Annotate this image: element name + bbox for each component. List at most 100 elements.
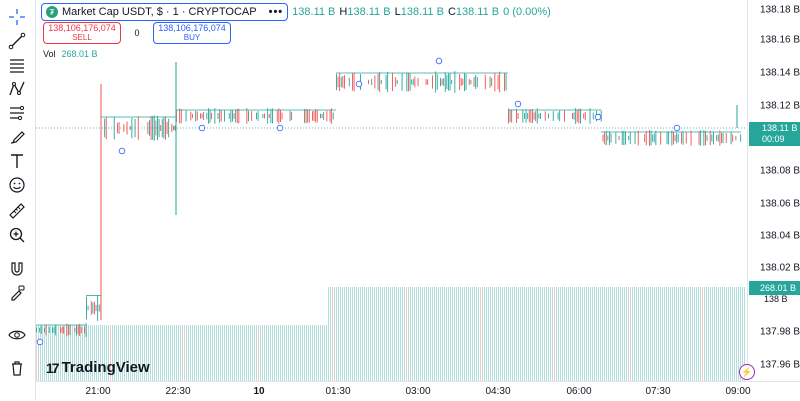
text-icon[interactable] xyxy=(5,150,29,172)
candle xyxy=(676,132,678,144)
candle xyxy=(548,113,549,119)
chart-pane[interactable] xyxy=(36,0,747,381)
trash-icon[interactable] xyxy=(5,357,29,379)
trend-line-icon[interactable] xyxy=(5,30,29,52)
volume-bar xyxy=(224,325,225,381)
candle xyxy=(610,133,612,143)
brush-icon[interactable] xyxy=(5,126,29,148)
spread-value: 0 xyxy=(134,28,140,38)
candle xyxy=(232,110,233,122)
symbol-selector[interactable]: ₮ Market Cap USDT, $ · 1 · CRYPTOCAP ••• xyxy=(41,3,289,21)
candle xyxy=(673,131,674,145)
candle xyxy=(61,327,63,333)
volume-bar xyxy=(606,287,607,381)
volume-bar xyxy=(516,287,517,381)
emoji-icon[interactable] xyxy=(5,174,29,196)
candle xyxy=(552,111,554,121)
volume-bar xyxy=(656,287,657,381)
candle xyxy=(713,131,714,145)
eye-icon[interactable] xyxy=(5,324,29,346)
candle xyxy=(117,122,118,134)
candle xyxy=(214,108,216,124)
sell-button[interactable]: 138,106,176,074 SELL xyxy=(43,22,121,44)
volume-bar xyxy=(208,325,209,381)
volume-bar xyxy=(564,287,565,381)
event-marker xyxy=(355,80,363,88)
volume-bar xyxy=(442,287,443,381)
volume-bar xyxy=(312,325,313,381)
ohlc-low: L138.11 B xyxy=(394,6,444,18)
candle xyxy=(484,74,486,90)
candle xyxy=(336,73,337,91)
volume-bar xyxy=(138,325,139,381)
candle xyxy=(432,75,433,89)
lock-drawing-icon[interactable] xyxy=(5,282,29,304)
time-axis[interactable]: 21:00 22:30 10 01:30 03:00 04:30 06:00 07:30 09:… xyxy=(36,381,800,401)
magnet-icon[interactable] xyxy=(5,258,29,280)
candle xyxy=(607,135,609,141)
tradingview-mark-icon: 17 xyxy=(46,359,60,376)
volume-bar xyxy=(626,287,627,381)
volume-bar xyxy=(576,287,577,381)
candle xyxy=(342,76,344,89)
candle xyxy=(411,79,413,85)
forecast-icon[interactable] xyxy=(5,102,29,124)
candle xyxy=(572,112,573,119)
chart-canvas[interactable] xyxy=(36,0,747,381)
volume-bar xyxy=(470,287,471,381)
candle xyxy=(618,135,620,141)
volume-bar xyxy=(586,287,587,381)
volume-bar xyxy=(168,325,169,381)
candle xyxy=(219,109,221,123)
volume-bar xyxy=(608,287,609,381)
candle xyxy=(644,134,646,143)
volume-bar xyxy=(724,287,725,381)
candle xyxy=(660,131,662,145)
volume-bar xyxy=(528,287,529,381)
candle xyxy=(331,108,333,124)
volume-bar xyxy=(48,325,49,381)
volume-bar xyxy=(644,287,645,381)
volume-bar xyxy=(594,287,595,381)
candle xyxy=(517,113,519,119)
volume-bar xyxy=(152,325,153,381)
candle xyxy=(559,110,561,122)
more-options-icon[interactable]: ••• xyxy=(268,6,284,18)
volume-bar xyxy=(540,287,541,381)
volume-bar xyxy=(154,325,155,381)
candle xyxy=(305,108,307,124)
buy-button[interactable]: 138,106,176,074 BUY xyxy=(153,22,231,44)
candle xyxy=(150,116,152,140)
candle xyxy=(449,73,451,91)
candle xyxy=(443,78,445,86)
fib-retracement-icon[interactable] xyxy=(5,54,29,76)
volume-bar xyxy=(274,325,275,381)
candle xyxy=(535,111,537,121)
candle xyxy=(149,120,150,136)
volume-bar xyxy=(68,325,69,381)
candle xyxy=(681,132,682,144)
volume-bar xyxy=(450,287,451,381)
volume-bar xyxy=(456,287,457,381)
volume-bar xyxy=(244,325,245,381)
volume-bar xyxy=(444,287,445,381)
ruler-icon[interactable] xyxy=(5,200,29,222)
candle xyxy=(468,78,470,86)
crosshair-icon[interactable] xyxy=(5,6,29,28)
candle xyxy=(470,80,472,85)
candle xyxy=(348,77,350,87)
candle xyxy=(262,114,264,118)
candle xyxy=(573,112,575,120)
volume-bar xyxy=(264,325,265,381)
time-tick: 09:00 xyxy=(725,386,751,397)
zoom-in-icon[interactable] xyxy=(5,224,29,246)
candle xyxy=(584,111,586,121)
lightning-icon[interactable]: ⚡ xyxy=(739,364,755,380)
volume-bar xyxy=(172,325,173,381)
volume-bar xyxy=(278,325,279,381)
volume-bar xyxy=(262,325,263,381)
pattern-icon[interactable] xyxy=(5,78,29,100)
candle xyxy=(592,112,594,120)
tradingview-logo[interactable]: 17 TradingView xyxy=(46,359,150,376)
